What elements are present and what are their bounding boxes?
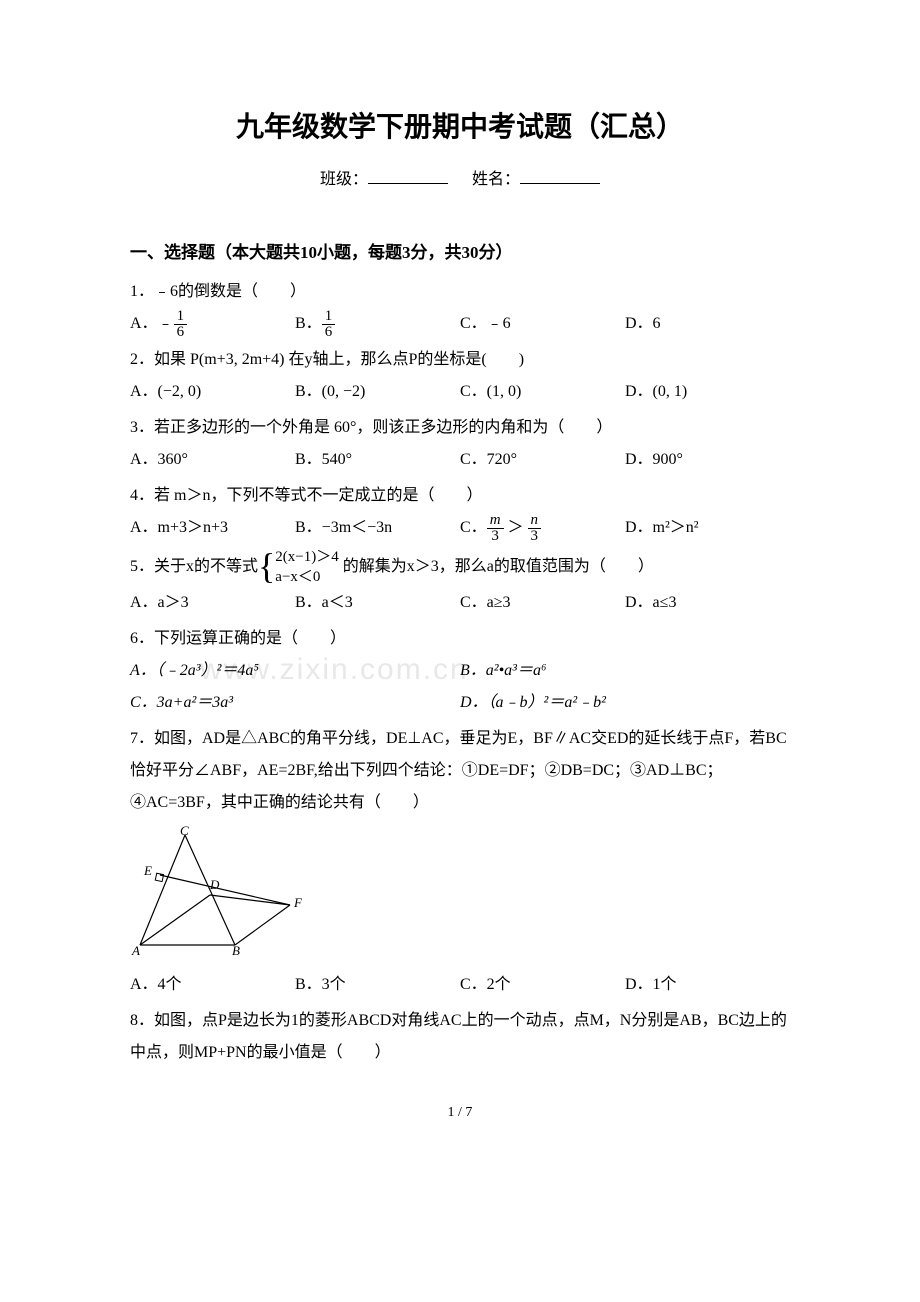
class-label: 班级：: [320, 171, 368, 188]
frac-num: 1: [174, 309, 188, 324]
q6-d-text: D．（a﹣b）²＝a²﹣b²: [460, 694, 606, 711]
q6-opt-b: B．a²•a³＝a⁶: [460, 655, 790, 687]
q3-opt-d: D．900°: [625, 444, 790, 476]
label-a: A: [131, 943, 140, 955]
q4-stem-text: 4．若 m＞n，下列不等式不一定成立的是（ ）: [130, 487, 482, 504]
q1-opt-b: B．16: [295, 308, 460, 340]
triangle-diagram-icon: C E D F A B: [130, 825, 320, 955]
frac-num: m: [487, 513, 504, 528]
frac-num: 1: [322, 309, 336, 324]
question-3: 3．若正多边形的一个外角是 60°，则该正多边形的内角和为（ ） A．360° …: [130, 412, 790, 476]
question-7: 7．如图，AD是△ABC的角平分线，DE⊥AC，垂足为E，BF∥AC交ED的延长…: [130, 723, 790, 1001]
q1-b-prefix: B．: [295, 315, 322, 332]
q7-opt-d: D．1个: [625, 969, 790, 1001]
q7-stem: 7．如图，AD是△ABC的角平分线，DE⊥AC，垂足为E，BF∥AC交ED的延长…: [130, 723, 790, 819]
question-5: 5．关于x的不等式{2(x−1)＞4a−x＜0 的解集为x＞3，那么a的取值范围…: [130, 548, 790, 619]
q7-opt-b: B．3个: [295, 969, 460, 1001]
q5-opt-c: C．a≥3: [460, 587, 625, 619]
q5-cases: 2(x−1)＞4a−x＜0: [275, 548, 338, 587]
q7-diagram: C E D F A B: [130, 825, 790, 967]
q4-opt-d: D．m²＞n²: [625, 512, 790, 544]
question-2: 2．如果 P(m+3, 2m+4) 在y轴上，那么点P的坐标是( ) A．(−2…: [130, 344, 790, 408]
q5-stem-post: 的解集为x＞3，那么a的取值范围为（ ）: [343, 558, 654, 575]
q5-opt-d: D．a≤3: [625, 587, 790, 619]
frac-num: n: [528, 513, 542, 528]
subtitle: 班级： 姓名：: [130, 164, 790, 196]
q3-stem: 3．若正多边形的一个外角是 60°，则该正多边形的内角和为（ ）: [130, 412, 790, 444]
frac-den: 6: [322, 324, 336, 340]
q5-opt-a: A．a＞3: [130, 587, 295, 619]
q4-c-frac-l: m3: [487, 513, 504, 544]
q4-c-frac-r: n3: [528, 513, 542, 544]
q6-opt-a: A．（﹣2a³）²＝4a⁵: [130, 655, 460, 687]
name-blank: [520, 168, 600, 184]
q5-case2: a−x＜0: [275, 568, 338, 588]
question-8: 8．如图，点P是边长为1的菱形ABCD对角线AC上的一个动点，点M，N分别是AB…: [130, 1005, 790, 1069]
q6-a-text: A．（﹣2a³）²＝4a⁵: [130, 662, 259, 679]
q1-a-prefix: A．﹣: [130, 315, 174, 332]
q4-opt-b: B．−3m＜−3n: [295, 512, 460, 544]
q7-opt-a: A．4个: [130, 969, 295, 1001]
q3-opt-c: C．720°: [460, 444, 625, 476]
label-c: C: [180, 825, 189, 838]
q5-stem-pre: 5．关于x的不等式: [130, 558, 258, 575]
label-b: B: [232, 943, 240, 955]
q2-stem: 2．如果 P(m+3, 2m+4) 在y轴上，那么点P的坐标是( ): [130, 344, 790, 376]
q1-opt-d: D．6: [625, 308, 790, 340]
q2-opt-b: B．(0, −2): [295, 376, 460, 408]
q2-opt-a: A．(−2, 0): [130, 376, 295, 408]
class-blank: [368, 168, 448, 184]
q2-opt-d: D．(0, 1): [625, 376, 790, 408]
q8-stem: 8．如图，点P是边长为1的菱形ABCD对角线AC上的一个动点，点M，N分别是AB…: [130, 1005, 790, 1069]
q5-case1: 2(x−1)＞4: [275, 548, 338, 568]
name-label: 姓名：: [472, 171, 520, 188]
q1-b-frac: 16: [322, 309, 336, 340]
q4-stem: 4．若 m＞n，下列不等式不一定成立的是（ ）: [130, 480, 790, 512]
q4-opt-a: A．m+3＞n+3: [130, 512, 295, 544]
label-e: E: [143, 863, 152, 878]
frac-den: 6: [174, 324, 188, 340]
q5-stem: 5．关于x的不等式{2(x−1)＞4a−x＜0 的解集为x＞3，那么a的取值范围…: [130, 548, 790, 587]
q6-b-text: B．a²•a³＝a⁶: [460, 662, 547, 679]
q6-stem: 6．下列运算正确的是（ ）: [130, 623, 790, 655]
section-heading: 一、选择题（本大题共10小题，每题3分，共30分）: [130, 236, 790, 270]
question-1: 1．﹣6的倒数是（ ） A．﹣16 B．16 C．﹣6 D．6: [130, 276, 790, 340]
q1-stem: 1．﹣6的倒数是（ ）: [130, 276, 790, 308]
question-6: 6．下列运算正确的是（ ） A．（﹣2a³）²＝4a⁵ B．a²•a³＝a⁶ C…: [130, 623, 790, 719]
q7-opt-c: C．2个: [460, 969, 625, 1001]
q6-opt-c: C．3a+a²＝3a³: [130, 687, 460, 719]
q4-c-prefix: C．: [460, 519, 487, 536]
brace-icon: {: [258, 548, 275, 584]
page-title: 九年级数学下册期中考试题（汇总）: [130, 100, 790, 156]
q5-opt-b: B．a＜3: [295, 587, 460, 619]
question-4: 4．若 m＞n，下列不等式不一定成立的是（ ） A．m+3＞n+3 B．−3m＜…: [130, 480, 790, 544]
q3-opt-a: A．360°: [130, 444, 295, 476]
label-d: D: [209, 877, 220, 892]
q2-opt-c: C．(1, 0): [460, 376, 625, 408]
page-footer: 1 / 7: [130, 1099, 790, 1127]
q1-a-frac: 16: [174, 309, 188, 340]
q6-opt-d: D．（a﹣b）²＝a²﹣b²: [460, 687, 790, 719]
q1-opt-c: C．﹣6: [460, 308, 625, 340]
q6-c-text: C．3a+a²＝3a³: [130, 694, 233, 711]
q1-opt-a: A．﹣16: [130, 308, 295, 340]
q3-opt-b: B．540°: [295, 444, 460, 476]
q4-c-mid: ＞: [504, 519, 528, 536]
q4-opt-c: C．m3 ＞ n3: [460, 512, 625, 544]
frac-den: 3: [528, 528, 542, 544]
label-f: F: [293, 895, 303, 910]
frac-den: 3: [487, 528, 504, 544]
